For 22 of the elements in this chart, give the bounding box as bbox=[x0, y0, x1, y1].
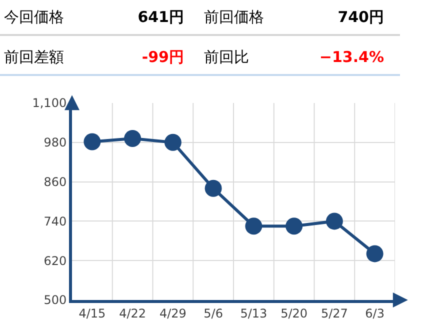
x-tick-label: 5/27 bbox=[320, 306, 348, 320]
text: 前回比 bbox=[203, 48, 250, 66]
x-tick-label: 5/13 bbox=[240, 306, 268, 320]
y-tick-label: 620 bbox=[44, 254, 67, 268]
y-tick-label: 980 bbox=[44, 136, 67, 150]
x-tick-label: 4/29 bbox=[159, 306, 186, 320]
x-tick-label: 4/15 bbox=[78, 306, 106, 320]
y-tick-label: 740 bbox=[44, 214, 67, 228]
x-tick-label: 4/22 bbox=[119, 306, 146, 320]
text: 前回価格 bbox=[203, 8, 265, 26]
text: 740円 bbox=[336, 8, 385, 26]
text: 前回差額 bbox=[3, 48, 65, 66]
text: -99円 bbox=[140, 48, 185, 66]
x-tick-label: 5/6 bbox=[204, 306, 223, 320]
x-tick-label: 6/3 bbox=[365, 306, 384, 320]
text: 641円 bbox=[136, 8, 185, 26]
x-tick-label: 5/20 bbox=[280, 306, 308, 320]
y-tick-label: 860 bbox=[44, 175, 67, 189]
text: 今回価格 bbox=[3, 8, 65, 26]
text: −13.4% bbox=[318, 48, 385, 66]
y-tick-label: 500 bbox=[44, 293, 67, 308]
y-tick-label: 1,100 bbox=[32, 96, 67, 110]
